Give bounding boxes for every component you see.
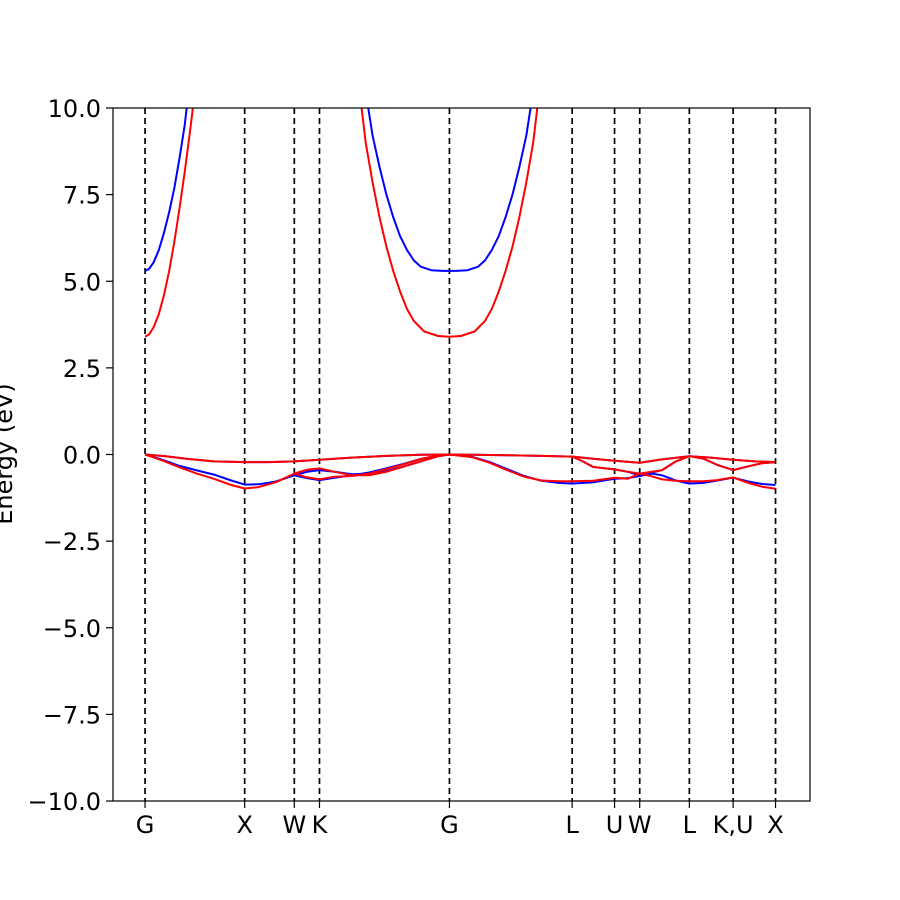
y-tick-label: −7.5 (43, 701, 101, 729)
x-tick-label: W (628, 811, 652, 839)
y-tick-label: 10.0 (48, 95, 101, 123)
y-tick-label: 0.0 (63, 442, 101, 470)
band-line (294, 453, 450, 477)
x-tick-label: K (312, 811, 329, 839)
band-line (571, 455, 776, 475)
x-axis: G X W K G L U W L K,U X (136, 801, 784, 839)
x-tick-label: X (767, 811, 783, 839)
x-tick-label: W (282, 811, 306, 839)
x-tick-label: L (565, 811, 579, 839)
band-line (144, 108, 188, 272)
y-axis: −10.0 −7.5 −5.0 −2.5 0.0 2.5 5.0 7.5 10.0 (27, 95, 113, 816)
y-tick-label: −10.0 (27, 788, 101, 816)
x-tick-label: X (236, 811, 252, 839)
x-tick-label: L (683, 811, 697, 839)
y-tick-label: 5.0 (63, 268, 101, 296)
band-lines (144, 108, 776, 490)
band-line (367, 108, 532, 272)
y-tick-label: −5.0 (43, 615, 101, 643)
high-symmetry-lines (144, 108, 777, 801)
x-tick-label: G (440, 811, 459, 839)
y-tick-label: 2.5 (63, 355, 101, 383)
y-tick-label: −2.5 (43, 528, 101, 556)
x-tick-label: K,U (713, 811, 754, 839)
band-line (144, 108, 194, 338)
x-tick-label: U (606, 811, 624, 839)
y-axis-label: Energy (eV) (0, 383, 18, 525)
x-tick-label: G (136, 811, 155, 839)
band-line (360, 108, 539, 338)
band-line (144, 453, 776, 490)
y-tick-label: 7.5 (63, 182, 101, 210)
